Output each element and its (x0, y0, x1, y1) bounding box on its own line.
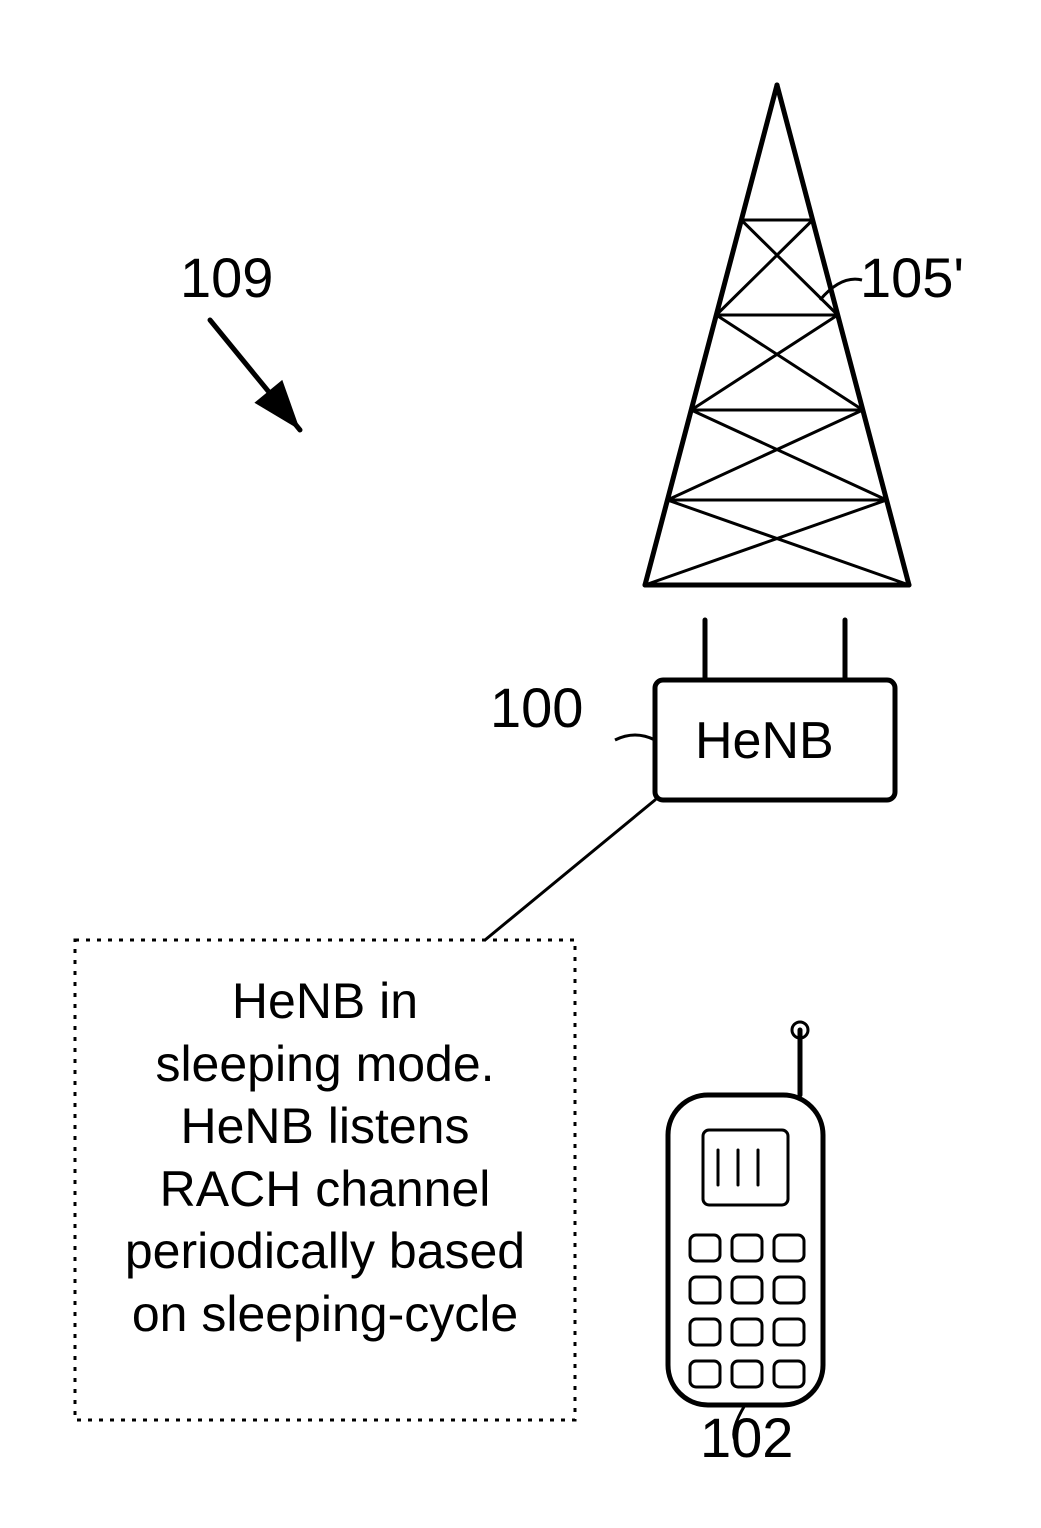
pointer-arrow-icon (254, 380, 300, 430)
henb-box-text: HeNB (695, 711, 834, 771)
label-henb-ref: 100 (490, 675, 583, 740)
label-arrow: 109 (180, 245, 273, 310)
info-box-text: HeNB insleeping mode.HeNB listensRACH ch… (75, 970, 575, 1345)
label-tower: 105' (860, 245, 964, 310)
label-phone-ref: 102 (700, 1405, 793, 1470)
